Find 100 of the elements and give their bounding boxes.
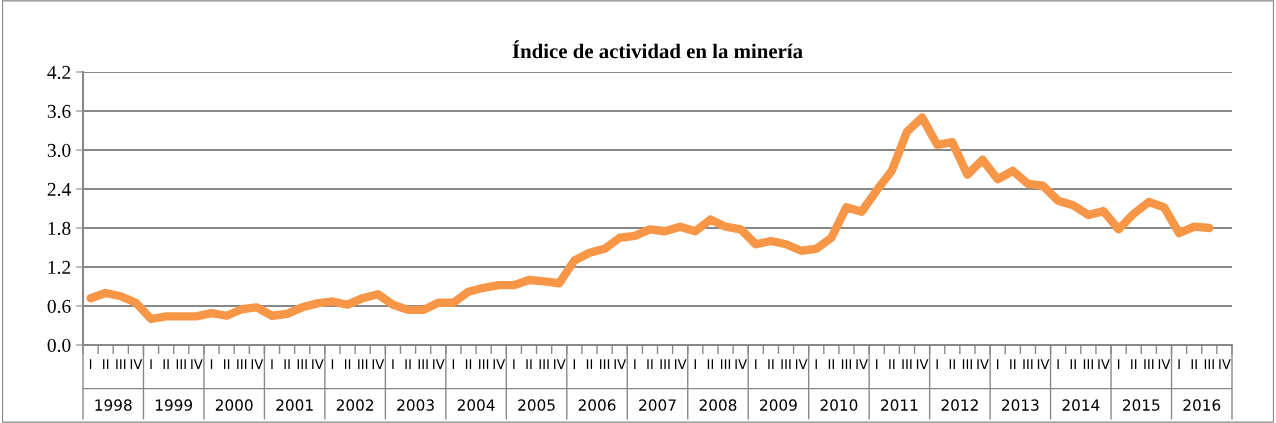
x-tick-label: I <box>392 359 394 369</box>
y-tick-label: 3.6 <box>47 104 71 119</box>
x-tick-label: I <box>1117 359 1120 369</box>
text: 2002 <box>336 399 374 411</box>
x-tick-label: III <box>176 359 186 369</box>
x-tick-label: III <box>237 359 247 369</box>
text: 1999 <box>155 399 193 411</box>
x-tick-label: III <box>116 359 126 369</box>
x-tick-label: I <box>150 359 152 369</box>
text: 2003 <box>397 399 434 411</box>
x-tick-label: I <box>210 359 213 369</box>
x-tick-label: II <box>526 359 532 369</box>
x-tick-label: I <box>815 359 817 369</box>
chart-title: Índice de actividad en la minería <box>512 40 803 59</box>
x-tick-label: IV <box>130 359 143 369</box>
x-tick-label: III <box>600 359 610 369</box>
text: 1998 <box>95 399 132 411</box>
text: 2015 <box>1122 399 1160 411</box>
x-tick-label: IV <box>735 359 747 369</box>
x-tick-label: IV <box>191 359 203 369</box>
x-tick-label: I <box>271 359 273 369</box>
x-tick-label: III <box>418 359 428 369</box>
y-tick-label: 2.4 <box>47 182 71 197</box>
x-tick-label: II <box>768 359 774 369</box>
x-tick-label: II <box>405 359 411 369</box>
x-tick-label: IV <box>251 359 264 369</box>
x-tick-label: III <box>962 359 972 369</box>
x-tick-label: I <box>634 359 636 369</box>
y-tick-label: 0.0 <box>47 338 71 353</box>
text: 2005 <box>518 399 555 411</box>
x-tick-label: III <box>841 359 852 369</box>
text: 2008 <box>699 399 737 411</box>
x-tick-label: II <box>707 359 714 369</box>
x-tick-label: IV <box>1158 359 1171 369</box>
x-tick-label: II <box>344 359 351 369</box>
x-tick-label: II <box>949 359 955 369</box>
text: 2001 <box>276 399 313 411</box>
x-tick-label: IV <box>372 359 385 369</box>
x-tick-label: IV <box>675 359 687 369</box>
text: 2010 <box>820 399 858 411</box>
x-tick-label: I <box>331 359 334 369</box>
x-tick-label: III <box>1083 359 1093 369</box>
x-tick-label: I <box>876 359 878 369</box>
text: 2013 <box>1002 399 1039 411</box>
x-tick-label: IV <box>916 359 929 369</box>
x-tick-label: III <box>660 359 670 369</box>
x-tick-label: IV <box>312 359 324 369</box>
x-tick-label: I <box>936 359 938 369</box>
x-tick-label: IV <box>614 359 627 369</box>
x-tick-label: IV <box>433 359 445 369</box>
x-tick-label: I <box>573 359 575 369</box>
x-tick-label: I <box>694 359 696 369</box>
x-tick-label: II <box>647 359 653 369</box>
x-tick-label: II <box>224 359 230 369</box>
x-tick-label: I <box>1178 359 1180 369</box>
text: 2004 <box>457 399 495 411</box>
text: 2007 <box>639 399 676 411</box>
x-tick-label: II <box>465 359 472 369</box>
text: 2012 <box>941 399 978 411</box>
x-tick-label: IV <box>1219 359 1231 369</box>
x-tick-label: I <box>89 359 92 369</box>
x-tick-label: II <box>889 359 895 369</box>
x-tick-label: II <box>163 359 169 369</box>
x-tick-label: I <box>513 359 515 369</box>
x-tick-label: III <box>902 359 912 369</box>
x-tick-label: III <box>781 359 791 369</box>
x-tick-label: IV <box>554 359 566 369</box>
x-tick-label: IV <box>1098 359 1110 369</box>
text: 2000 <box>215 399 253 411</box>
y-tick-label: 4.2 <box>47 65 71 80</box>
x-tick-label: II <box>1070 359 1076 369</box>
x-tick-label: I <box>755 359 757 369</box>
x-tick-label: I <box>452 359 455 369</box>
text: 2016 <box>1183 399 1221 411</box>
x-tick-label: I <box>1057 359 1059 369</box>
x-tick-label: II <box>1191 359 1197 369</box>
x-tick-label: I <box>997 359 999 369</box>
x-tick-label: II <box>828 359 834 369</box>
x-tick-label: II <box>1010 359 1016 369</box>
x-tick-label: III <box>1204 359 1214 369</box>
text: 2009 <box>760 399 797 411</box>
x-tick-label: III <box>539 359 549 369</box>
x-tick-label: III <box>479 359 489 369</box>
x-tick-label: II <box>1131 359 1137 369</box>
y-tick-label: 1.8 <box>48 221 71 236</box>
x-tick-label: IV <box>1037 359 1050 369</box>
text: 2014 <box>1062 399 1100 411</box>
x-tick-label: III <box>1023 359 1033 369</box>
text: 2006 <box>578 399 616 411</box>
x-tick-label: IV <box>795 359 808 369</box>
x-tick-label: III <box>1144 359 1154 369</box>
x-tick-label: II <box>284 359 290 369</box>
x-tick-label: III <box>358 359 368 369</box>
text: 2011 <box>881 399 918 411</box>
y-tick-label: 3.0 <box>47 143 71 158</box>
x-tick-label: IV <box>493 359 506 369</box>
y-tick-label: 1.2 <box>48 260 71 275</box>
y-tick-label: 0.6 <box>47 299 71 314</box>
x-tick-label: II <box>103 359 109 369</box>
x-tick-label: III <box>720 359 731 369</box>
